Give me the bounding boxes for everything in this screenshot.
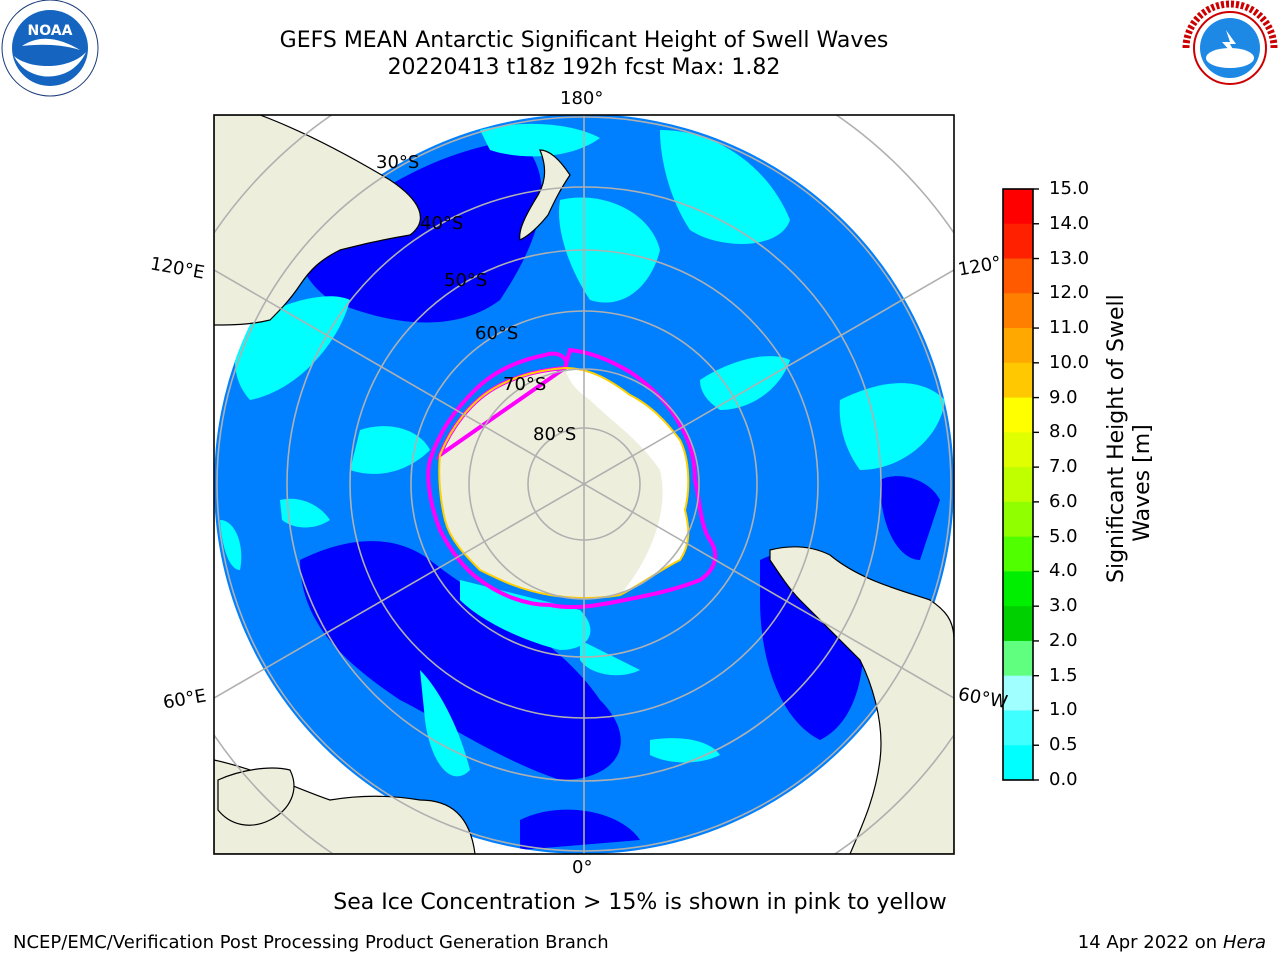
- map-frame: [213, 114, 955, 855]
- colorbar-segment: [1003, 640, 1033, 677]
- colorbar-tick-label: 12.0: [1049, 282, 1090, 304]
- colorbar-tick-label: 8.0: [1049, 421, 1078, 443]
- colorbar-tick-label: 9.0: [1049, 386, 1078, 408]
- colorbar-segment: [1003, 328, 1033, 364]
- colorbar-tick-label: 0.0: [1049, 769, 1078, 790]
- colorbar-frame: [1002, 188, 1034, 781]
- colorbar-tick-label: 1.5: [1049, 664, 1078, 686]
- colorbar-tick-label: 14.0: [1049, 212, 1090, 234]
- colorbar-tick-label: 1.0: [1049, 699, 1078, 721]
- noaa-logo: NOAA: [1, 0, 99, 97]
- colorbar-segment: [1003, 675, 1033, 711]
- colorbar-segment: [1003, 397, 1033, 433]
- colorbar-tick-label: 15.0: [1049, 178, 1090, 199]
- colorbar-segment: [1003, 501, 1033, 538]
- lat-label-70: 70°S: [503, 374, 547, 395]
- footer-branch: NCEP/EMC/Verification Post Processing Pr…: [13, 932, 609, 953]
- noaa-logo-text: NOAA: [28, 23, 73, 39]
- footer-date: 14 Apr 2022 on Hera: [1078, 932, 1266, 953]
- colorbar-label: Significant Height of Swell Waves [m]: [1104, 294, 1156, 583]
- colorbar-segment: [1003, 293, 1033, 329]
- footer-date-text: 14 Apr 2022 on: [1077, 932, 1218, 953]
- colorbar-tick-label: 0.5: [1049, 734, 1078, 756]
- sea-ice-note: Sea Ice Concentration > 15% is shown in …: [333, 890, 947, 915]
- colorbar-segment: [1003, 606, 1033, 642]
- colorbar-tick-label: 11.0: [1049, 317, 1090, 339]
- lat-label-30: 30°S: [376, 152, 420, 173]
- colorbar-segment: [1003, 536, 1033, 572]
- colorbar-label-line1: Significant Height of Swell: [1104, 294, 1129, 583]
- lat-label-60: 60°S: [475, 323, 519, 344]
- colorbar-segment: [1003, 745, 1033, 781]
- colorbar-tick-label: 13.0: [1049, 247, 1090, 269]
- colorbar-segment: [1003, 258, 1033, 294]
- colorbar-tick-label: 3.0: [1049, 595, 1078, 617]
- colorbar: [1002, 188, 1039, 781]
- footer-machine: Hera: [1222, 932, 1266, 953]
- colorbar-segment: [1003, 710, 1033, 746]
- colorbar-segment: [1003, 571, 1033, 607]
- colorbar-segment: [1003, 223, 1033, 260]
- lon-label-bottom: 0°: [572, 857, 593, 878]
- lon-label-top: 180°: [560, 88, 604, 109]
- colorbar-segment: [1003, 467, 1033, 503]
- lat-label-40: 40°S: [420, 213, 464, 234]
- colorbar-tick-label: 5.0: [1049, 525, 1078, 547]
- colorbar-segment: [1003, 432, 1033, 468]
- colorbar-segment: [1003, 362, 1033, 399]
- colorbar-tick-label: 10.0: [1049, 351, 1090, 373]
- colorbar-segment: [1003, 189, 1033, 225]
- lat-label-80: 80°S: [533, 424, 577, 445]
- colorbar-tick-label: 4.0: [1049, 560, 1078, 582]
- colorbar-tick-label: 2.0: [1049, 629, 1078, 651]
- chart-subtitle: 20220413 t18z 192h fcst Max: 1.82: [387, 55, 781, 80]
- colorbar-tick-label: 7.0: [1049, 456, 1078, 478]
- lat-label-50: 50°S: [444, 270, 488, 291]
- chart-title: GEFS MEAN Antarctic Significant Height o…: [279, 28, 889, 53]
- colorbar-label-line2: Waves [m]: [1130, 424, 1155, 542]
- national-weather-service-logo: [1182, 0, 1278, 96]
- colorbar-tick-label: 6.0: [1049, 490, 1078, 512]
